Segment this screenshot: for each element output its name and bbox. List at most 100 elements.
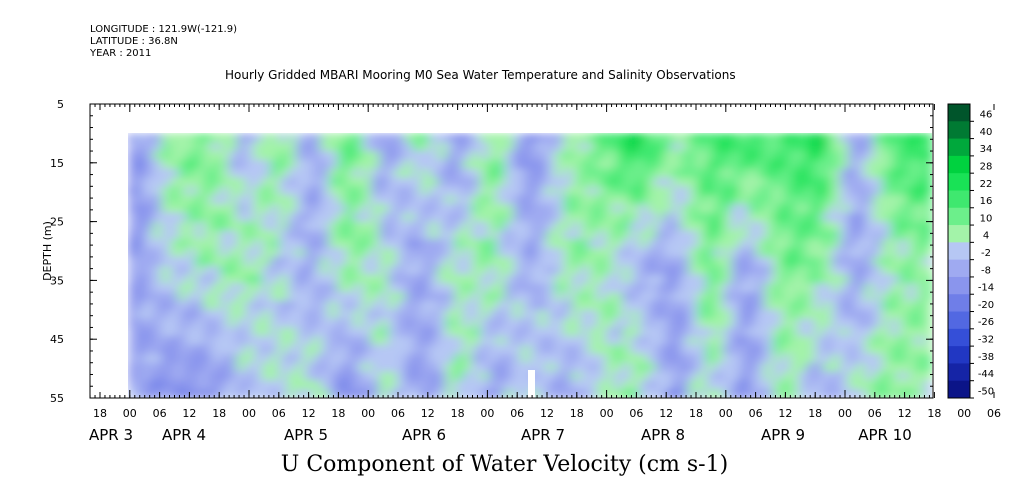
heatmap-cell [814, 221, 824, 232]
heatmap-cell [262, 345, 272, 355]
heatmap-cell [262, 159, 272, 170]
heatmap-cell [781, 292, 791, 302]
heatmap-cell [379, 230, 389, 241]
heatmap-cell [220, 265, 230, 276]
heatmap-cell [454, 168, 464, 179]
heatmap-cell [881, 186, 891, 196]
heatmap-cell [354, 142, 364, 152]
heatmap-cell [705, 142, 716, 152]
heatmap-cell [555, 256, 565, 267]
heatmap-cell [463, 256, 473, 267]
heatmap-cell [354, 336, 364, 346]
heatmap-cell [513, 133, 523, 144]
heatmap-cell [228, 371, 238, 382]
heatmap-cell [303, 195, 314, 205]
heatmap-cell [329, 230, 339, 241]
heatmap-cell [722, 168, 732, 179]
heatmap-cell [839, 380, 850, 390]
heatmap-cell [463, 327, 473, 338]
heatmap-cell [128, 353, 138, 364]
heatmap-cell [521, 274, 531, 285]
heatmap-cell [203, 256, 213, 267]
heatmap-cell [714, 318, 724, 329]
heatmap-cell [915, 133, 925, 144]
heatmap-cell [705, 221, 716, 232]
heatmap-cell [689, 212, 699, 223]
heatmap-cell [739, 212, 749, 223]
heatmap-cell [781, 265, 791, 276]
heatmap-cell [370, 292, 381, 302]
heatmap-cell [555, 159, 565, 170]
heatmap-cell [756, 318, 766, 329]
heatmap-cell [488, 239, 498, 249]
heatmap-cell [262, 133, 272, 144]
heatmap-cell [856, 389, 866, 398]
heatmap-cell [731, 133, 741, 144]
heatmap-cell [370, 221, 381, 232]
heatmap-cell [672, 327, 682, 338]
heatmap-cell [295, 221, 305, 232]
heatmap-cell [320, 142, 330, 152]
heatmap-cell [915, 318, 925, 329]
heatmap-cell [898, 248, 908, 258]
heatmap-cell [446, 380, 456, 390]
heatmap-cell [513, 177, 523, 188]
heatmap-cell [747, 283, 757, 293]
heatmap-cell [697, 203, 707, 214]
heatmap-cell [680, 203, 690, 214]
heatmap-cell [638, 265, 649, 276]
heatmap-cell [144, 230, 154, 241]
heatmap-cell [823, 203, 833, 214]
heatmap-cell [144, 336, 154, 346]
heatmap-cell [823, 186, 833, 196]
heatmap-cell [270, 283, 280, 293]
heatmap-cell [144, 256, 154, 267]
heatmap-cell [739, 177, 749, 188]
heatmap-cell [278, 177, 288, 188]
heatmap-cell [320, 203, 330, 214]
heatmap-cell [404, 142, 414, 152]
heatmap-cell [136, 380, 146, 390]
heatmap-cell [546, 274, 556, 285]
heatmap-cell [412, 371, 422, 382]
colorbar-swatch [948, 276, 970, 295]
heatmap-cell [756, 256, 766, 267]
heatmap-cell [563, 239, 573, 249]
heatmap-cell [345, 256, 355, 267]
heatmap-cell [153, 389, 163, 398]
heatmap-cell [136, 362, 146, 373]
heatmap-cell [211, 380, 221, 390]
heatmap-cell [496, 274, 506, 285]
heatmap-cell [312, 336, 322, 346]
heatmap-cell [396, 186, 406, 196]
heatmap-cell [220, 336, 230, 346]
heatmap-cell [354, 300, 364, 311]
heatmap-cell [429, 380, 439, 390]
heatmap-cell [756, 327, 766, 338]
heatmap-cell [772, 248, 783, 258]
heatmap-cell [379, 345, 389, 355]
colorbar-swatch [948, 121, 970, 140]
heatmap-cell [890, 133, 900, 144]
heatmap-cell [605, 300, 615, 311]
heatmap-cell [906, 186, 917, 196]
heatmap-cell [521, 389, 531, 398]
heatmap-cell [329, 256, 339, 267]
heatmap-cell [915, 239, 925, 249]
heatmap-cell [463, 380, 473, 390]
heatmap-cell [622, 345, 632, 355]
heatmap-cell [756, 239, 766, 249]
heatmap-cell [228, 327, 238, 338]
heatmap-cell [504, 274, 515, 285]
heatmap-cell [680, 239, 690, 249]
heatmap-cell [513, 212, 523, 223]
x-hour-label: 00 [242, 407, 256, 420]
heatmap-cell [329, 345, 339, 355]
heatmap-cell [571, 292, 582, 302]
heatmap-cell [823, 309, 833, 320]
heatmap-cell [756, 221, 766, 232]
colorbar-swatch [948, 207, 970, 226]
heatmap-cell [680, 248, 690, 258]
heatmap-cell [873, 327, 883, 338]
heatmap-cell [278, 327, 288, 338]
